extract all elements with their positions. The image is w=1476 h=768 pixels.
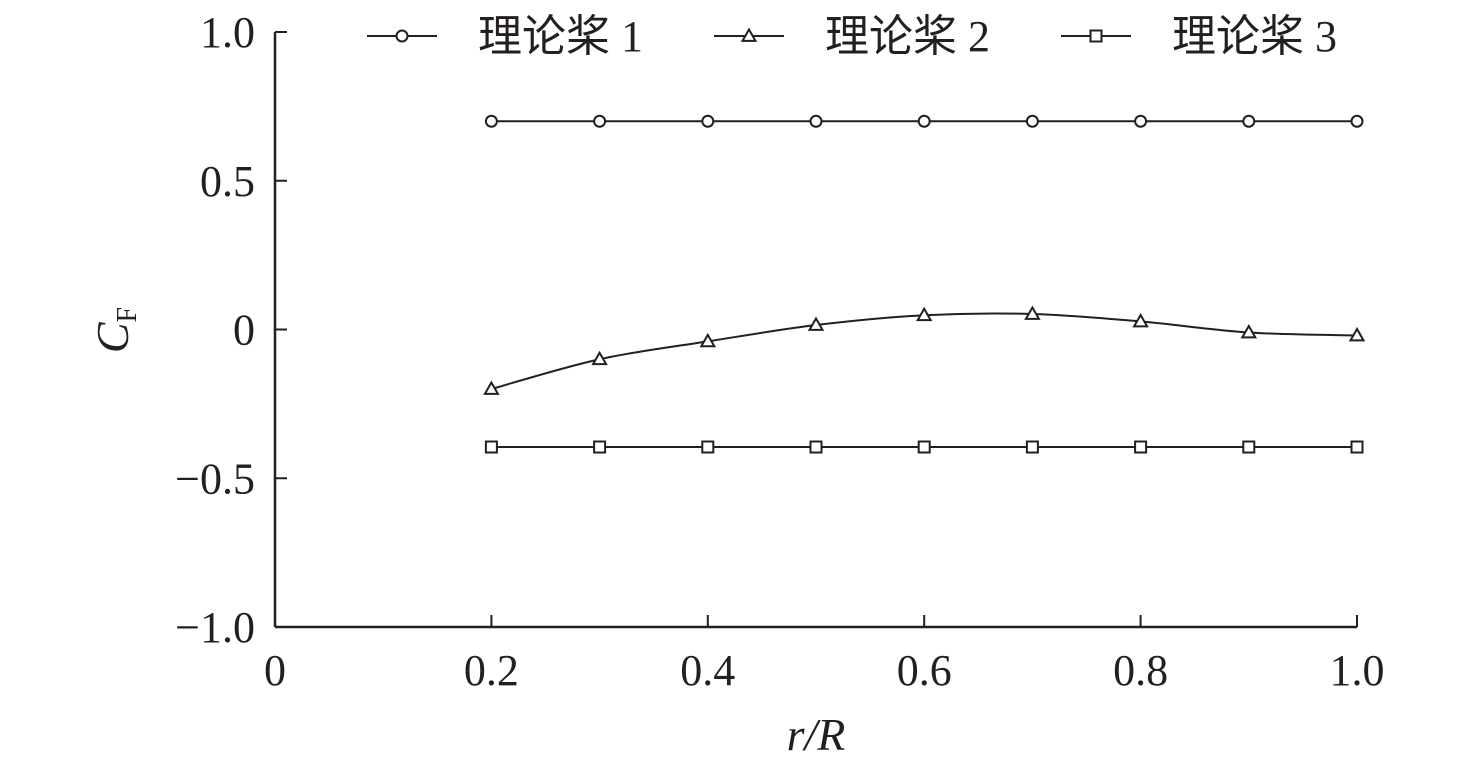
series-3: [484, 440, 1364, 454]
x-tick-label: 0.2: [464, 646, 519, 695]
y-axis-title-subscript: F: [112, 307, 143, 323]
data-point: [1242, 440, 1256, 454]
data-point: [1350, 114, 1364, 128]
x-axis-title: r/R: [787, 709, 846, 760]
data-point: [593, 440, 607, 454]
legend-label: 理论桨 3: [1172, 12, 1337, 61]
y-tick-label: −1.0: [175, 603, 255, 652]
x-tick-label: 0.8: [1113, 646, 1168, 695]
legend-marker: [1089, 29, 1103, 43]
x-tick-label: 1.0: [1330, 646, 1385, 695]
y-tick-label: 1.0: [200, 8, 255, 57]
data-point: [1024, 305, 1041, 320]
legend: 理论桨 1 理论桨 2 理论桨 3: [367, 12, 1337, 61]
data-point: [483, 380, 500, 395]
data-point: [1240, 323, 1258, 339]
data-point: [1348, 326, 1366, 342]
data-point: [915, 306, 933, 322]
series-2: [483, 305, 1366, 395]
data-point: [701, 114, 715, 128]
data-point: [484, 440, 498, 454]
data-point: [1242, 114, 1256, 128]
x-tick-label: 0: [264, 646, 286, 695]
data-point: [699, 332, 717, 348]
legend-entry-3: 理论桨 3: [1061, 12, 1337, 61]
y-tick-label: 0.5: [200, 157, 255, 206]
data-point: [1134, 114, 1148, 128]
legend-label: 理论桨 1: [478, 12, 643, 61]
data-point: [1350, 440, 1364, 454]
data-point: [1134, 440, 1148, 454]
y-axis-title: CF: [87, 307, 143, 353]
x-tick-label: 0.4: [680, 646, 735, 695]
legend-marker: [395, 29, 409, 43]
data-point: [591, 350, 608, 366]
data-point: [1025, 114, 1039, 128]
data-point: [1132, 312, 1149, 328]
legend-label: 理论桨 2: [825, 12, 990, 61]
data-point: [807, 316, 825, 331]
x-tick-label: 0.6: [897, 646, 952, 695]
data-point: [593, 114, 607, 128]
series-layer: [483, 114, 1366, 454]
legend-marker: [740, 27, 758, 42]
y-axis-title-main: C: [87, 321, 138, 353]
data-point: [484, 114, 498, 128]
data-point: [809, 114, 823, 128]
legend-entry-2: 理论桨 2: [714, 12, 990, 61]
data-point: [701, 440, 715, 454]
y-tick-label: −0.5: [175, 454, 255, 503]
y-tick-label: 0: [233, 306, 255, 355]
data-point: [809, 440, 823, 454]
data-point: [917, 114, 931, 128]
axes: 1.00.50−0.5−1.00 0.2 0.4 0.6 0.8 1.0: [175, 8, 1384, 695]
legend-entry-1: 理论桨 1: [367, 12, 643, 61]
data-point: [1025, 440, 1039, 454]
data-point: [917, 440, 931, 454]
series-line: [491, 312, 1358, 390]
series-1: [484, 114, 1364, 128]
